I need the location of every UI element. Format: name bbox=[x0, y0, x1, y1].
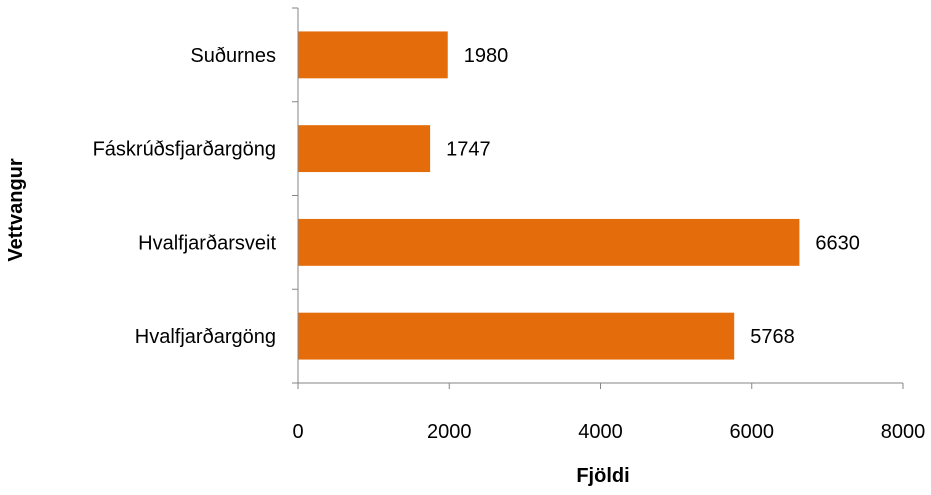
category-label: Suðurnes bbox=[190, 45, 276, 67]
bar bbox=[298, 312, 735, 360]
data-label: 1980 bbox=[464, 45, 509, 67]
bars-group bbox=[298, 31, 800, 360]
x-tick-label: 2000 bbox=[427, 421, 472, 443]
x-tick-label: 8000 bbox=[881, 421, 926, 443]
data-label: 5768 bbox=[750, 326, 795, 348]
bar bbox=[298, 125, 431, 173]
x-tick-label: 4000 bbox=[578, 421, 623, 443]
axes-group bbox=[292, 7, 904, 389]
bar bbox=[298, 31, 448, 79]
bar bbox=[298, 218, 800, 266]
x-tick-label: 6000 bbox=[730, 421, 775, 443]
labels-group: Suðurnes 1980 Fáskrúðsfjarðargöng 1747 Hvalf… bbox=[93, 45, 926, 443]
data-label: 1747 bbox=[446, 139, 491, 161]
x-tick-label: 0 bbox=[292, 421, 303, 443]
data-label: 6630 bbox=[815, 232, 860, 254]
y-axis-title: Vettvangur bbox=[5, 158, 27, 262]
category-label: Fáskrúðsfjarðargöng bbox=[93, 139, 276, 161]
category-label: Hvalfjarðargöng bbox=[135, 326, 276, 348]
category-label: Hvalfjarðarsveit bbox=[138, 232, 276, 254]
x-axis-title: Fjöldi bbox=[576, 465, 629, 487]
